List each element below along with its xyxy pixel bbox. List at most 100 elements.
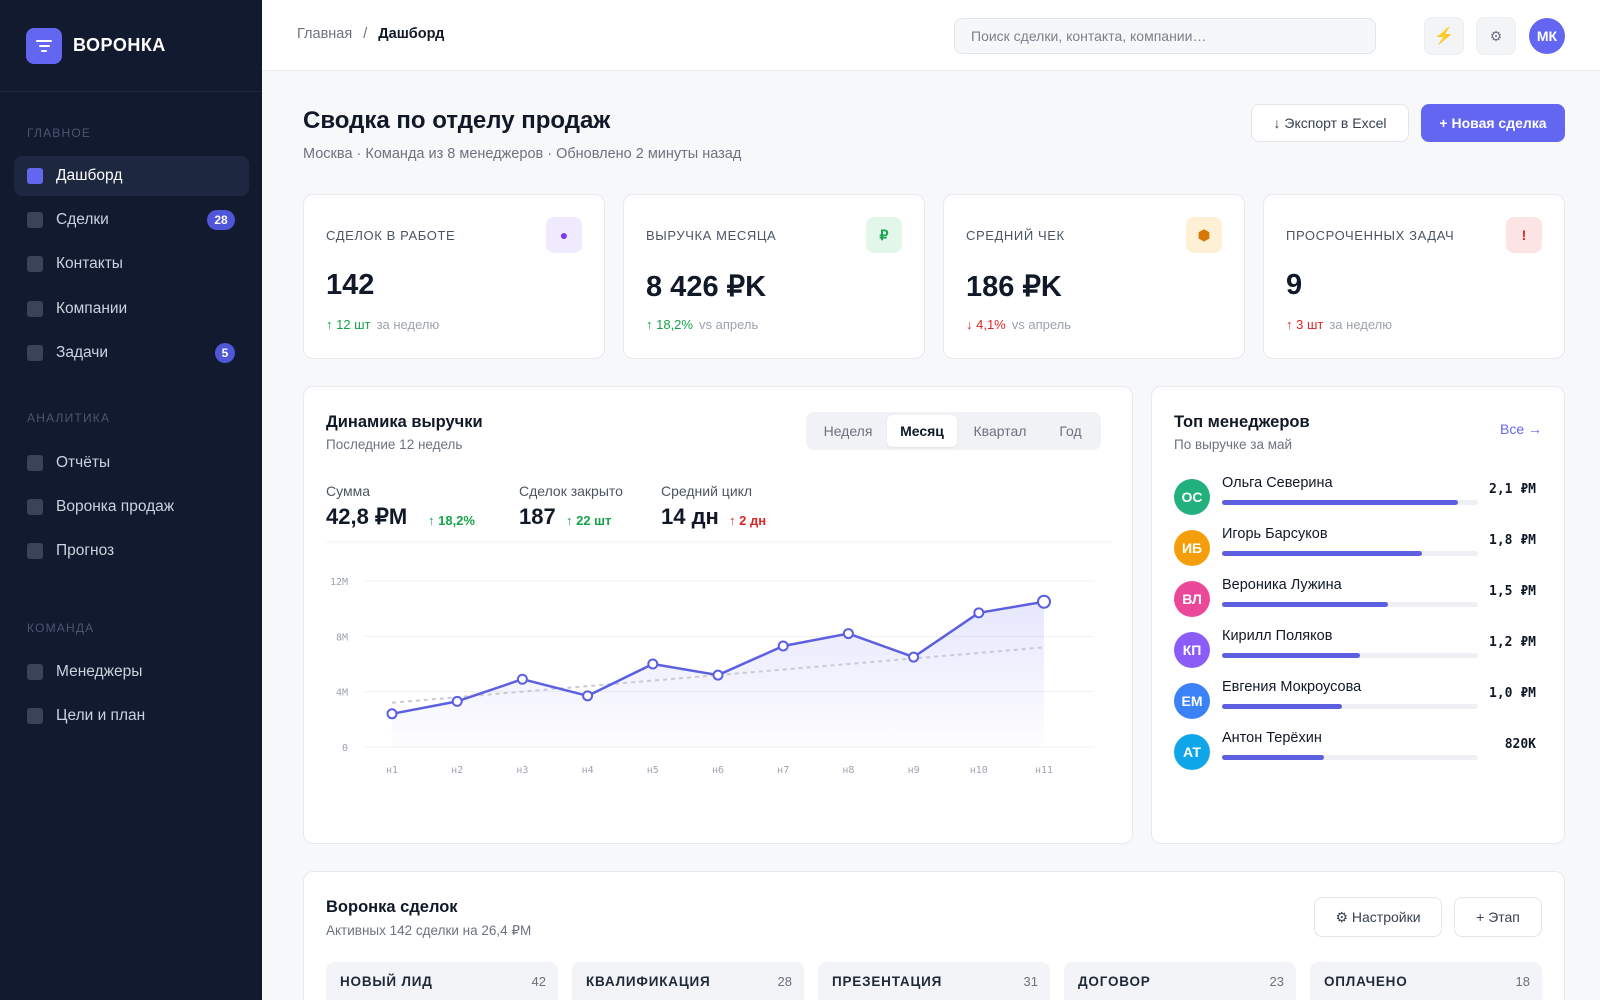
sidebar-item-forecast[interactable]: Прогноз (14, 531, 249, 571)
tab-week[interactable]: Неделя (823, 423, 873, 439)
stage-count: 31 (1023, 973, 1038, 989)
manager-row[interactable]: ИБ Игорь Барсуков 1,8 ₽M (1174, 526, 1536, 566)
revenue-line-chart: 0 4M 8M 12M н1 н2 н3 н4 н5 н6 н7 н8 н9 н10 н11 (326, 541, 1112, 776)
top-managers-card: Топ менеджеров По выручке за май Все → О… (1151, 386, 1565, 844)
kpi-delta: ↑ 3 шт за неделю (1286, 317, 1392, 332)
kpi-card-deals: СДЕЛОК В РАБОТЕ ● 142 ↑ 12 шт за неделю (303, 194, 605, 359)
funnel-stage[interactable]: ОПЛАЧЕНО 18 (1310, 962, 1542, 1000)
contacts-icon (27, 256, 43, 272)
kpi-delta-value: ↓ 4,1% (966, 317, 1006, 332)
sidebar-item-label: Контакты (56, 255, 123, 272)
sidebar-item-sales-funnel[interactable]: Воронка продаж (14, 487, 249, 527)
data-point (451, 695, 463, 707)
stage-name: КВАЛИФИКАЦИЯ (586, 973, 711, 989)
settings-button[interactable]: ⚙ (1476, 17, 1516, 55)
funnel-settings-button[interactable]: ⚙ Настройки (1314, 897, 1442, 937)
manager-row[interactable]: КП Кирилл Поляков 1,2 ₽M (1174, 628, 1536, 668)
deals-count-badge: 28 (207, 210, 235, 230)
stage-count: 28 (777, 973, 792, 989)
manager-row[interactable]: АТ Антон Терёхин 820K (1174, 730, 1536, 770)
x-tick-label: н5 (647, 765, 659, 776)
manager-progress-fill (1222, 704, 1343, 709)
manager-revenue: 1,2 ₽M (1489, 635, 1536, 650)
brand[interactable]: ВОРОНКА (0, 0, 262, 92)
sidebar-item-companies[interactable]: Компании (14, 289, 249, 329)
managers-subtitle: По выручке за май (1174, 437, 1293, 452)
sidebar-item-tasks[interactable]: Задачи 5 (14, 333, 249, 373)
dashboard-icon (27, 168, 43, 184)
data-point (516, 673, 528, 685)
kpi-delta: ↑ 12 шт за неделю (326, 317, 439, 332)
sidebar-item-goals[interactable]: Цели и план (14, 696, 249, 736)
kpi-label: ПРОСРОЧЕННЫХ ЗАДАЧ (1286, 228, 1455, 243)
ruble-icon: ₽ (866, 217, 902, 253)
stat-value: 14 дн (661, 504, 719, 529)
manager-progress-fill (1222, 500, 1458, 505)
manager-row[interactable]: ОС Ольга Северина 2,1 ₽M (1174, 475, 1536, 515)
x-tick-label: н8 (842, 765, 854, 776)
notifications-button[interactable]: ⚡ (1424, 17, 1464, 55)
x-tick-label: н3 (516, 765, 528, 776)
funnel-stage[interactable]: КВАЛИФИКАЦИЯ 28 (572, 962, 804, 1000)
manager-avatar: КП (1174, 632, 1210, 668)
manager-progress-fill (1222, 653, 1361, 658)
stage-name: НОВЫЙ ЛИД (340, 973, 433, 989)
avatar[interactable]: МК (1529, 18, 1565, 54)
sidebar-item-reports[interactable]: Отчёты (14, 443, 249, 483)
add-stage-button[interactable]: + Этап (1454, 897, 1542, 937)
area-fill (392, 601, 1044, 747)
manager-progress-track (1222, 704, 1478, 709)
manager-progress-fill (1222, 551, 1422, 556)
sidebar-item-deals[interactable]: Сделки 28 (14, 200, 249, 240)
stage-count: 42 (531, 973, 546, 989)
tab-month[interactable]: Месяц (887, 415, 957, 447)
stage-count: 23 (1269, 973, 1284, 989)
funnel-stage[interactable]: ПРЕЗЕНТАЦИЯ 31 (818, 962, 1050, 1000)
search-input[interactable] (954, 18, 1376, 54)
funnel-icon (27, 499, 43, 515)
funnel-subtitle: Активных 142 сделки на 26,4 ₽M (326, 923, 532, 938)
managers-icon (27, 664, 43, 680)
funnel-title: Воронка сделок (326, 898, 458, 916)
view-all-link[interactable]: Все → (1499, 421, 1542, 437)
y-tick-label: 8M (336, 632, 348, 643)
x-tick-label: н6 (712, 765, 724, 776)
tab-year[interactable]: Год (1059, 423, 1082, 439)
y-tick-label: 0 (342, 743, 348, 754)
kpi-value: 186 ₽K (966, 271, 1062, 303)
gear-icon: ⚙ (1489, 27, 1503, 44)
sidebar-item-managers[interactable]: Менеджеры (14, 652, 249, 692)
sidebar-item-contacts[interactable]: Контакты (14, 244, 249, 284)
stage-name: ОПЛАЧЕНО (1324, 973, 1408, 989)
kpi-card-revenue: ВЫРУЧКА МЕСЯЦА ₽ 8 426 ₽K ↑ 18,2% vs апре… (623, 194, 925, 359)
trend-line (391, 646, 1045, 704)
manager-progress-track (1222, 755, 1478, 760)
sidebar-item-dashboard[interactable]: Дашборд (14, 156, 249, 196)
funnel-stage[interactable]: НОВЫЙ ЛИД 42 (326, 962, 558, 1000)
export-excel-button[interactable]: ↓ Экспорт в Excel (1251, 104, 1409, 142)
manager-avatar: ИБ (1174, 530, 1210, 566)
manager-revenue: 1,0 ₽M (1489, 686, 1536, 701)
kpi-delta-value: ↑ 3 шт (1286, 317, 1324, 332)
breadcrumb-home[interactable]: Главная (297, 26, 353, 42)
tab-quarter[interactable]: Квартал (973, 423, 1027, 439)
manager-row[interactable]: ЕМ Евгения Мокроусова 1,0 ₽M (1174, 679, 1536, 719)
kpi-card-avg-check: СРЕДНИЙ ЧЕК ⬢ 186 ₽K ↓ 4,1% vs апрель (943, 194, 1245, 359)
manager-row[interactable]: ВЛ Вероника Лужина 1,5 ₽M (1174, 577, 1536, 617)
manager-progress-track (1222, 500, 1478, 505)
funnel-stage[interactable]: ДОГОВОР 23 (1064, 962, 1296, 1000)
revenue-title: Динамика выручки (326, 413, 483, 431)
kpi-delta-note: за неделю (1329, 317, 1392, 332)
manager-avatar: ЕМ (1174, 683, 1210, 719)
data-point (647, 658, 659, 670)
data-point (973, 607, 985, 619)
kpi-label: СДЕЛОК В РАБОТЕ (326, 228, 456, 243)
manager-avatar: АТ (1174, 734, 1210, 770)
sidebar-item-label: Компании (56, 300, 128, 317)
stage-name: ПРЕЗЕНТАЦИЯ (832, 973, 943, 989)
kpi-value: 9 (1286, 269, 1303, 301)
stage-count: 18 (1515, 973, 1530, 989)
kpi-value: 142 (326, 269, 375, 301)
topbar: Главная / Дашборд ⚡ ⚙ МК (262, 0, 1600, 71)
new-deal-button[interactable]: + Новая сделка (1421, 104, 1565, 142)
